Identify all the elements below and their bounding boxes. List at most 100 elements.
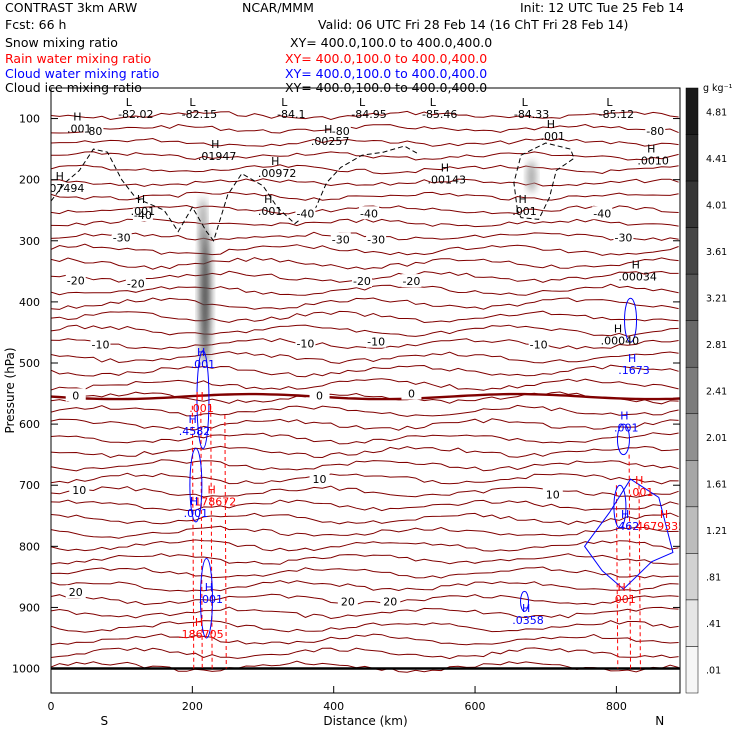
isotherm-label-bg bbox=[132, 208, 153, 222]
y-tick-label: 400 bbox=[19, 296, 40, 309]
y-tick-label: 700 bbox=[19, 479, 40, 492]
rain-contour bbox=[224, 414, 227, 669]
high-marker: H bbox=[628, 352, 636, 365]
isotherm-label: -40 bbox=[134, 209, 152, 222]
colorbar-label: 4.41 bbox=[706, 154, 727, 165]
isotherm-label-bg bbox=[366, 232, 387, 246]
high-value-label: .001 bbox=[67, 123, 92, 136]
isotherm-line bbox=[51, 566, 679, 579]
isotherm-line bbox=[51, 257, 679, 270]
high-value-label: .00034 bbox=[618, 271, 657, 284]
x-axis-title: Distance (km) bbox=[323, 714, 407, 728]
isotherm-label-bg bbox=[309, 472, 330, 486]
high-marker: H bbox=[137, 193, 145, 206]
center-title: NCAR/MMM bbox=[242, 0, 314, 15]
low-value-label: -82.15 bbox=[182, 108, 217, 121]
init-time: Init: 12 UTC Tue 25 Feb 14 bbox=[520, 0, 685, 15]
cloud-water-contour bbox=[196, 350, 210, 450]
high-value-label: .00972 bbox=[258, 167, 297, 180]
isotherm-line bbox=[51, 472, 679, 485]
colorbar-swatch bbox=[685, 87, 699, 135]
high-value-label: .4582 bbox=[179, 425, 211, 438]
colorbar-swatch bbox=[685, 227, 699, 275]
isotherm-line bbox=[51, 378, 679, 391]
cloud-water-contour bbox=[189, 448, 203, 523]
isotherm-label: 0 bbox=[408, 388, 415, 401]
high-value-label: .186705 bbox=[178, 628, 224, 641]
isotherm-label-bg bbox=[309, 388, 330, 402]
high-marker: H bbox=[195, 616, 203, 629]
y-axis-title: Pressure (hPa) bbox=[3, 347, 17, 433]
isotherm-line bbox=[51, 418, 679, 431]
isotherm-line bbox=[51, 310, 679, 324]
high-marker: H bbox=[196, 390, 204, 403]
low-value-label: -85.46 bbox=[422, 108, 457, 121]
isotherm-line bbox=[51, 231, 679, 241]
colorbar-unit: g kg⁻¹ bbox=[703, 83, 733, 94]
isotherm-label: 20 bbox=[69, 586, 83, 599]
model-title: CONTRAST 3km ARW bbox=[5, 0, 138, 15]
high-value-label: .001 bbox=[198, 593, 223, 606]
isotherm-line bbox=[51, 283, 679, 296]
south-label: S bbox=[100, 714, 108, 728]
colorbar-swatch bbox=[685, 134, 699, 182]
cloud-water-contour bbox=[199, 558, 213, 639]
high-value-label: .001 bbox=[191, 358, 216, 371]
isotherm-label: -40 bbox=[360, 207, 378, 220]
isotherm-label: -10 bbox=[296, 337, 314, 350]
high-value-label: .007494 bbox=[39, 182, 85, 195]
xy-rain: XY= 400.0,100.0 to 400.0,400.0 bbox=[285, 51, 488, 66]
high-value-label: .001 bbox=[611, 593, 636, 606]
y-tick-label: 300 bbox=[19, 235, 40, 248]
cloud-water-contour bbox=[616, 423, 630, 456]
cloud-water-contour bbox=[583, 478, 674, 590]
isotherm-line bbox=[51, 525, 679, 539]
isotherm-label-bg bbox=[645, 123, 666, 137]
x-tick-label: 200 bbox=[182, 700, 203, 713]
isotherm-label-bg bbox=[65, 273, 86, 287]
colorbar-label: 2.41 bbox=[706, 387, 727, 398]
isotherm-line bbox=[51, 606, 679, 620]
isotherm-label: 20 bbox=[341, 595, 355, 608]
y-tick-label: 900 bbox=[19, 601, 40, 614]
rain-contour bbox=[191, 405, 195, 669]
colorbar-swatch bbox=[685, 506, 699, 554]
isotherm-line bbox=[51, 539, 679, 552]
snow-shading-upper bbox=[199, 197, 206, 248]
low-marker: L bbox=[126, 96, 133, 109]
isotherm-label: -80 bbox=[84, 125, 102, 138]
isotherm-line bbox=[51, 459, 679, 472]
isotherm-label-bg bbox=[542, 487, 563, 501]
isotherm-label-bg bbox=[337, 594, 358, 608]
isotherm-label-bg bbox=[330, 232, 351, 246]
colorbar-label: 1.21 bbox=[706, 526, 727, 537]
zero-degree-isotherm bbox=[51, 392, 680, 401]
colorbar-swatch bbox=[685, 273, 699, 321]
isotherm-line bbox=[51, 351, 679, 364]
rain-contour bbox=[628, 454, 632, 669]
high-marker: H bbox=[614, 323, 622, 336]
low-value-label: -85.12 bbox=[599, 108, 634, 121]
high-marker: H bbox=[324, 123, 332, 136]
plot-frame bbox=[50, 87, 681, 694]
high-marker: H bbox=[519, 193, 527, 206]
isotherm-line bbox=[51, 499, 679, 512]
isotherm-label-bg bbox=[613, 230, 634, 244]
isotherm-line bbox=[51, 633, 679, 646]
forecast-hour: Fcst: 66 h bbox=[5, 17, 67, 32]
isotherm-line bbox=[51, 391, 679, 405]
high-value-label: .001 bbox=[541, 130, 566, 143]
isotherm-label: -30 bbox=[332, 234, 350, 247]
isotherm-label-bg bbox=[380, 594, 401, 608]
high-value-label: .178672 bbox=[191, 495, 237, 508]
low-value-label: -84.33 bbox=[514, 108, 549, 121]
isotherm-line bbox=[51, 324, 679, 337]
isotherm-label-bg bbox=[401, 274, 422, 288]
colorbar-label: 3.61 bbox=[706, 247, 727, 258]
isotherm-line bbox=[51, 243, 679, 256]
high-marker: H bbox=[522, 602, 530, 615]
high-value-label: .467933534 bbox=[633, 520, 699, 533]
high-value-label: .00143 bbox=[428, 173, 467, 186]
high-value-label: .462 bbox=[615, 520, 640, 533]
y-tick-label: 1000 bbox=[12, 663, 40, 676]
